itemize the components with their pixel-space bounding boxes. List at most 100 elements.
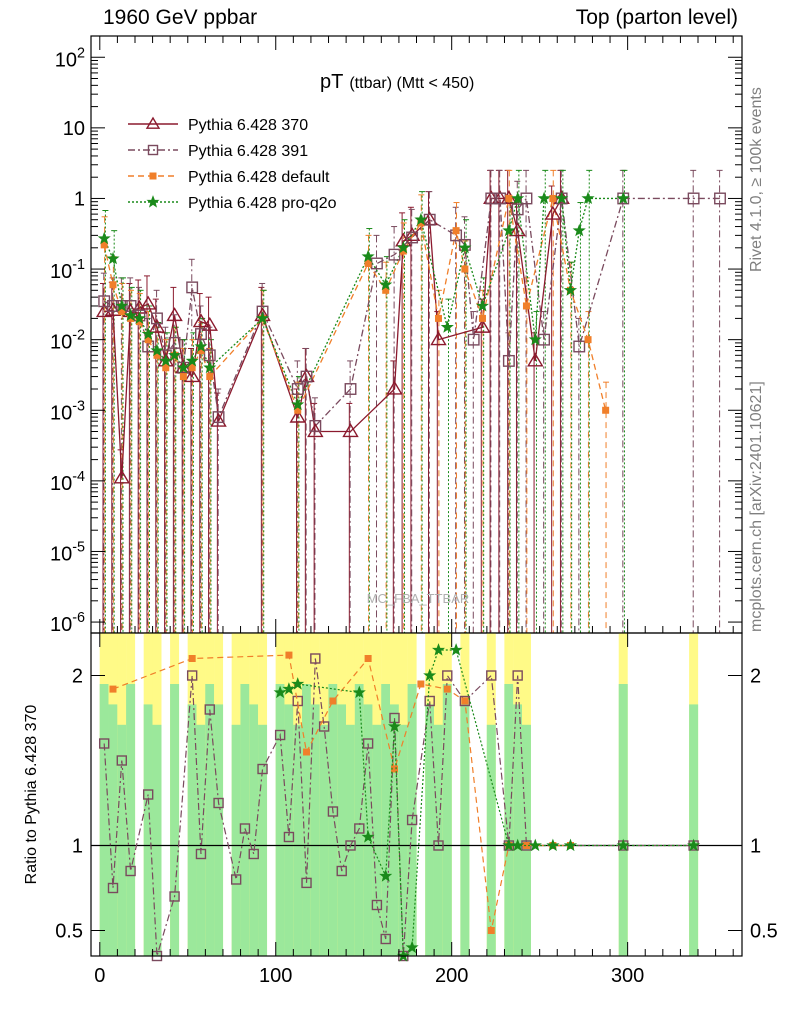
ratio-band-green	[108, 704, 118, 956]
star-marker	[141, 327, 155, 340]
square-marker	[310, 653, 321, 664]
square-marker	[301, 877, 312, 889]
ratio-band-green	[390, 704, 400, 956]
filled-marker	[179, 373, 187, 381]
filled-marker	[329, 697, 337, 705]
filled-marker	[100, 241, 108, 249]
square-marker	[309, 419, 322, 432]
star-marker	[203, 360, 217, 374]
square-marker	[147, 144, 159, 156]
star-marker	[528, 332, 542, 346]
square-marker	[212, 411, 225, 424]
y-tick-label: 10-4	[50, 469, 85, 495]
ratio-band-green	[275, 684, 285, 956]
ratio-y-tick-label: 0.5	[55, 921, 83, 943]
star-marker	[555, 191, 569, 204]
ratio-band-green	[293, 724, 303, 956]
ratio-band-green	[398, 724, 408, 956]
ratio-panel-axes: 0.5 0.5 1 1 2 2 0 100 200 300 Ratio to Pythia 6.42…	[23, 632, 778, 987]
square-marker	[512, 670, 523, 681]
filled-marker	[434, 314, 442, 322]
star-marker	[273, 685, 287, 699]
square-marker	[168, 336, 181, 349]
star-marker	[687, 838, 701, 852]
y-tick-label: 10-1	[50, 257, 85, 283]
square-marker	[213, 797, 224, 809]
star-marker	[414, 212, 428, 226]
header-process: Top (parton level)	[575, 6, 738, 29]
filled-marker	[364, 259, 372, 267]
ratio-band-green	[618, 684, 628, 956]
triangle-marker	[183, 368, 201, 383]
ratio-band-green	[196, 724, 206, 956]
filled-marker	[584, 336, 592, 344]
star-marker	[616, 191, 630, 204]
ratio-band-green	[258, 724, 268, 956]
star-marker	[176, 360, 190, 374]
star-marker	[146, 195, 160, 208]
filled-marker	[162, 364, 170, 372]
square-marker	[169, 891, 180, 902]
triangle-marker	[386, 380, 403, 395]
square-marker	[406, 231, 419, 244]
ratio-band-green	[442, 684, 452, 956]
triangle-marker	[430, 331, 447, 346]
square-marker	[687, 192, 700, 205]
triangle-marker	[113, 469, 131, 484]
ratio-y-tick-label-right: 0.5	[750, 921, 778, 943]
square-marker	[511, 203, 524, 216]
square-marker	[195, 328, 207, 341]
series-line	[103, 196, 721, 428]
ratio-panel-bands	[91, 633, 742, 956]
filled-marker	[197, 347, 205, 355]
triangle-marker	[403, 226, 421, 241]
square-marker	[230, 874, 242, 885]
star-marker	[440, 320, 454, 333]
star-marker	[194, 339, 208, 353]
square-marker	[354, 823, 365, 834]
square-marker	[502, 354, 515, 367]
x-tick-label: 200	[435, 965, 468, 987]
square-marker	[344, 383, 357, 395]
ratio-band-green	[126, 684, 136, 956]
ratio-band-green	[231, 724, 241, 956]
square-marker	[362, 738, 374, 749]
filled-marker	[382, 286, 390, 294]
square-marker	[291, 383, 304, 395]
filled-marker	[285, 651, 293, 659]
ratio-band-green	[205, 684, 215, 956]
star-marker	[431, 643, 446, 656]
square-marker	[116, 755, 127, 766]
square-marker	[283, 831, 295, 843]
star-marker	[106, 251, 120, 265]
filled-marker	[188, 364, 196, 372]
square-marker	[406, 814, 418, 826]
star-marker	[115, 299, 129, 312]
square-marker	[494, 192, 507, 205]
ratio-band-green	[152, 724, 162, 956]
star-marker	[97, 231, 111, 245]
ratio-band-green	[310, 704, 320, 956]
y-tick-label: 10-5	[50, 539, 85, 565]
filled-marker	[487, 927, 495, 934]
square-marker	[195, 848, 207, 860]
legend-label: Pythia 6.428 370	[188, 117, 308, 134]
square-marker	[442, 670, 453, 681]
ratio-band-green	[372, 724, 382, 956]
triangle-marker	[342, 423, 359, 438]
filled-marker	[549, 194, 557, 202]
filled-marker	[109, 685, 117, 693]
ratio-band-green	[302, 684, 312, 956]
ratio-band-green	[513, 704, 523, 956]
ratio-band-green	[143, 704, 153, 956]
filled-marker	[294, 406, 302, 414]
star-marker	[168, 348, 182, 361]
square-marker	[433, 840, 444, 851]
square-marker	[186, 281, 199, 294]
square-marker	[486, 670, 497, 681]
x-tick-label: 300	[611, 965, 644, 987]
triangle-marker	[474, 318, 491, 333]
legend: Pythia 6.428 370 Pythia 6.428 391 Pythia 6…	[128, 116, 337, 212]
y-tick-label: 10-2	[50, 328, 85, 354]
